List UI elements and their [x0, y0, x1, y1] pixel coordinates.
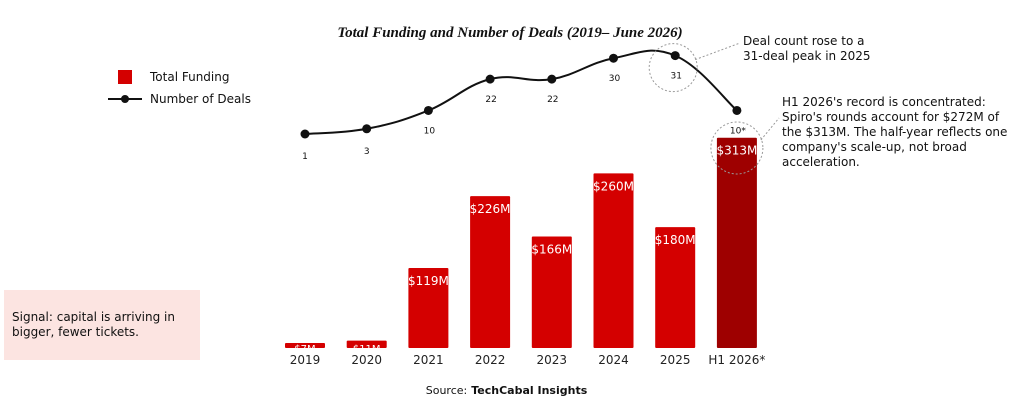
x-tick-label: H1 2026* — [708, 353, 765, 367]
funding-bar — [285, 343, 325, 348]
peak-leader-line — [695, 42, 741, 61]
x-tick-label: 2019 — [290, 353, 321, 367]
x-axis: 2019 2020 2021 2022 2023 2024 2025 H1 2026* — [290, 353, 766, 367]
funding-value-label: $260M — [593, 179, 634, 193]
deals-value-label: 22 — [485, 95, 496, 105]
source-line: Source: TechCabal Insights — [0, 384, 1013, 397]
funding-bar — [408, 268, 449, 348]
record-annotation: H1 2026's record is concentrated: Spiro'… — [782, 95, 1008, 169]
record-leader-line — [760, 117, 780, 141]
x-tick-label: 2021 — [413, 353, 444, 367]
funding-bar — [346, 340, 387, 348]
deals-point — [609, 53, 618, 63]
deals-line-layer: 1 3 10 22 22 30 31 10* — [300, 49, 746, 162]
x-tick-label: 2025 — [660, 353, 691, 367]
peak-annotation: Deal count rose to a 31-deal peak in 202… — [743, 34, 871, 63]
bars-layer: $7M $11M $119M $226M $166M $260M $180M $313M — [285, 137, 757, 355]
legend-item-deals: Number of Deals — [108, 88, 251, 110]
funding-value-label: $166M — [531, 242, 572, 256]
deals-point — [732, 105, 742, 115]
funding-value-label: $180M — [655, 233, 696, 247]
legend-item-funding: Total Funding — [108, 66, 251, 88]
funding-value-label: $119M — [408, 274, 449, 288]
funding-value-label: $313M — [716, 144, 757, 158]
legend-swatch-funding — [118, 70, 132, 84]
deals-point — [485, 74, 495, 84]
funding-bar — [655, 227, 696, 348]
legend-label-funding: Total Funding — [150, 70, 230, 84]
funding-bar — [470, 196, 511, 348]
deals-value-label: 10* — [730, 126, 746, 136]
x-tick-label: 2020 — [351, 353, 382, 367]
peak-highlight-circle — [648, 43, 698, 93]
deals-point — [670, 51, 680, 61]
chart-title: Total Funding and Number of Deals (2019–… — [337, 25, 682, 41]
deals-line — [304, 49, 738, 135]
source-label: Source: — [425, 384, 468, 397]
deals-point — [362, 124, 372, 134]
source-name: TechCabal Insights — [471, 384, 588, 397]
x-tick-label: 2022 — [475, 353, 506, 367]
funding-bar — [716, 137, 757, 348]
record-highlight-circle — [710, 121, 764, 175]
deals-point — [547, 74, 557, 84]
x-tick-label: 2024 — [598, 353, 629, 367]
deals-value-label: 3 — [364, 147, 370, 157]
deals-value-label: 10 — [424, 126, 436, 136]
deals-point — [423, 105, 433, 115]
legend-line-deals — [108, 92, 142, 106]
deals-value-label: 1 — [302, 152, 308, 162]
legend: Total Funding Number of Deals — [108, 66, 251, 110]
deals-value-label: 22 — [547, 95, 558, 105]
funding-bar — [593, 173, 634, 348]
funding-bar — [531, 236, 572, 348]
funding-value-label: $7M — [294, 344, 315, 355]
signal-box: Signal: capital is arriving in bigger, f… — [4, 290, 200, 360]
deals-value-label: 31 — [670, 72, 681, 82]
funding-value-label: $11M — [353, 344, 381, 355]
funding-value-label: $226M — [470, 202, 511, 216]
deals-point — [300, 129, 310, 139]
x-tick-label: 2023 — [537, 353, 568, 367]
deals-value-label: 30 — [609, 74, 621, 84]
callouts — [648, 42, 780, 175]
legend-label-deals: Number of Deals — [150, 92, 251, 106]
signal-text: Signal: capital is arriving in bigger, f… — [12, 310, 175, 339]
